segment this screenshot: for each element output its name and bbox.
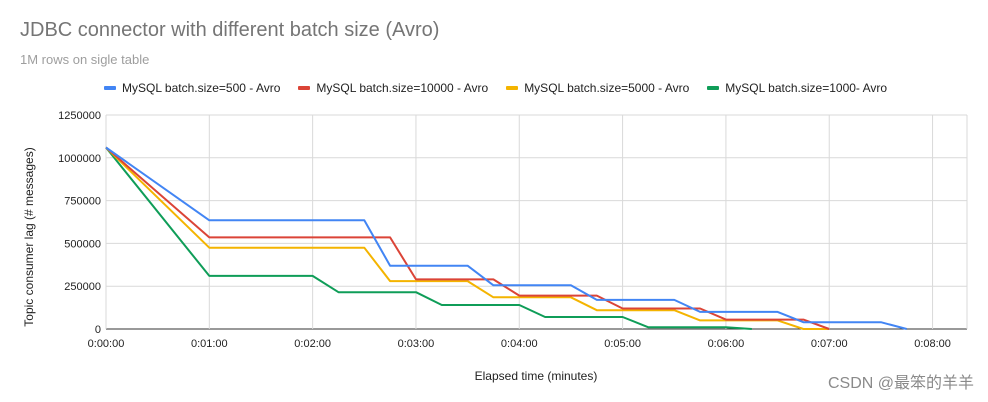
legend-item-batch-500[interactable]: MySQL batch.size=500 - Avro bbox=[104, 81, 280, 95]
series-line-batch-10000 bbox=[105, 146, 830, 330]
y-tick-label: 500000 bbox=[64, 238, 101, 250]
legend-label: MySQL batch.size=10000 - Avro bbox=[316, 81, 489, 95]
x-tick-label: 0:07:00 bbox=[811, 338, 848, 350]
y-tick-label: 250000 bbox=[64, 281, 101, 293]
x-tick-label: 0:01:00 bbox=[191, 338, 228, 350]
y-axis-ticks: 0 250000 500000 750000 1000000 1250000 bbox=[58, 110, 101, 336]
y-tick-label: 750000 bbox=[64, 196, 101, 208]
legend-label: MySQL batch.size=5000 - Avro bbox=[524, 81, 690, 95]
legend-swatch bbox=[104, 86, 116, 90]
legend-item-batch-1000[interactable]: MySQL batch.size=1000- Avro bbox=[707, 81, 887, 95]
chart-subtitle: 1M rows on sigle table bbox=[20, 52, 150, 67]
legend-item-batch-5000[interactable]: MySQL batch.size=5000 - Avro bbox=[506, 81, 689, 95]
legend-swatch bbox=[506, 86, 519, 90]
y-tick-label: 1250000 bbox=[58, 110, 101, 122]
y-tick-label: 0 bbox=[95, 324, 101, 336]
x-tick-label: 0:08:00 bbox=[914, 338, 951, 350]
x-tick-label: 0:03:00 bbox=[398, 338, 435, 350]
series-lines bbox=[105, 146, 907, 330]
legend-label: MySQL batch.size=500 - Avro bbox=[122, 81, 281, 95]
x-tick-label: 0:02:00 bbox=[294, 338, 331, 350]
legend-label: MySQL batch.size=1000- Avro bbox=[725, 81, 888, 95]
y-axis-label: Topic consumer lag (# messages) bbox=[22, 147, 36, 326]
chart-legend: MySQL batch.size=500 - Avro MySQL batch.… bbox=[104, 80, 905, 96]
y-tick-label: 1000000 bbox=[58, 153, 101, 165]
x-tick-label: 0:06:00 bbox=[708, 338, 745, 350]
x-tick-label: 0:05:00 bbox=[604, 338, 641, 350]
series-line-batch-500 bbox=[105, 146, 907, 330]
x-tick-label: 0:00:00 bbox=[88, 338, 125, 350]
legend-item-batch-10000[interactable]: MySQL batch.size=10000 - Avro bbox=[298, 81, 488, 95]
legend-swatch bbox=[298, 86, 311, 90]
x-tick-label: 0:04:00 bbox=[501, 338, 538, 350]
series-line-batch-1000 bbox=[105, 146, 752, 330]
x-axis-ticks: 0:00:00 0:01:00 0:02:00 0:03:00 0:04:00 0:05:… bbox=[88, 338, 951, 350]
x-axis-label: Elapsed time (minutes) bbox=[475, 369, 598, 383]
chart-title: JDBC connector with different batch size… bbox=[20, 19, 440, 41]
watermark: CSDN @最笨的羊羊 bbox=[827, 375, 974, 392]
legend-swatch bbox=[707, 86, 720, 90]
